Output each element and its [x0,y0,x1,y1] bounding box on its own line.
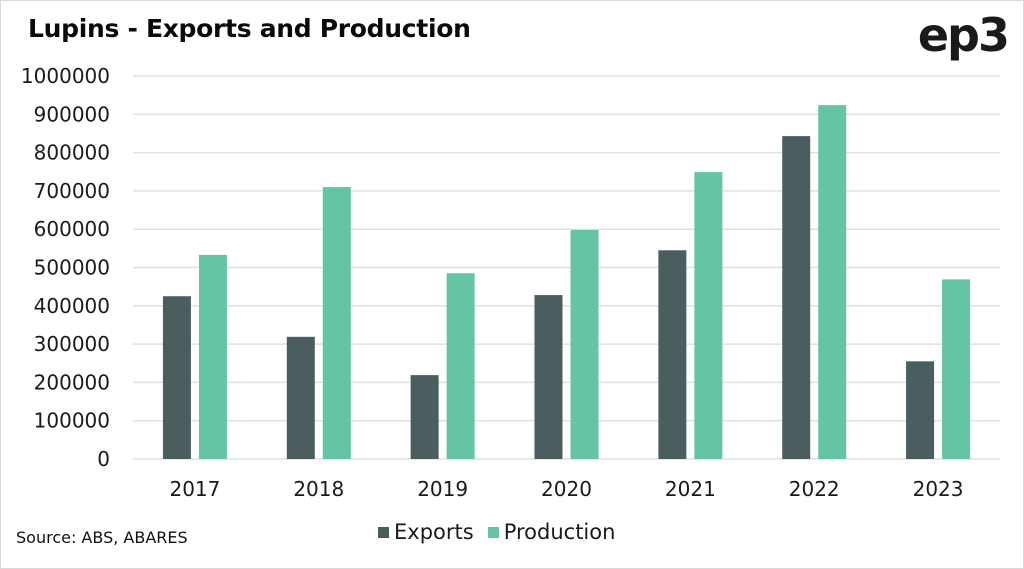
legend-label-production: Production [503,520,616,544]
bar-exports-2020[interactable] [534,295,563,459]
x-tick-label: 2017 [169,477,220,501]
legend: Exports Production [378,520,615,544]
y-tick-label: 400000 [34,294,110,318]
x-tick-label: 2021 [665,477,716,501]
bar-production-2017[interactable] [198,254,227,459]
x-tick-label: 2019 [417,477,468,501]
bar-production-2021[interactable] [694,172,723,459]
legend-item-exports[interactable]: Exports [378,520,474,544]
y-tick-label: 1000000 [21,64,110,88]
chart-title: Lupins - Exports and Production [28,14,471,43]
bar-production-2020[interactable] [570,229,599,459]
x-tick-label: 2018 [293,477,344,501]
y-tick-label: 0 [97,447,110,471]
legend-label-exports: Exports [394,520,474,544]
bar-exports-2017[interactable] [162,296,191,459]
legend-swatch-exports [378,526,389,538]
legend-swatch-production [487,526,499,538]
bar-production-2023[interactable] [942,279,971,459]
bar-exports-2019[interactable] [410,375,439,459]
y-tick-label: 800000 [34,141,110,165]
bar-exports-2021[interactable] [658,250,687,459]
x-axis-ticks: 2017 2018 2019 2020 2021 2022 2023 [169,477,963,501]
source-note: Source: ABS, ABARES [16,528,188,547]
y-tick-label: 600000 [34,217,110,241]
y-tick-label: 500000 [34,256,110,280]
ep3-logo: ep3 [917,8,1010,62]
bar-production-2022[interactable] [818,105,847,459]
bars [162,105,971,460]
y-tick-label: 100000 [34,409,110,433]
gridlines [133,75,1000,460]
bar-production-2018[interactable] [322,187,351,459]
y-tick-label: 300000 [34,332,110,356]
bar-exports-2022[interactable] [782,136,811,460]
bar-production-2019[interactable] [446,273,475,459]
x-tick-label: 2020 [541,477,592,501]
bar-exports-2018[interactable] [286,336,315,459]
y-tick-label: 700000 [34,179,110,203]
y-tick-label: 200000 [34,370,110,394]
x-tick-label: 2022 [789,477,840,501]
legend-item-production[interactable]: Production [487,520,616,544]
y-axis-ticks: 0 100000 200000 300000 400000 500000 600000 700… [21,64,110,471]
y-tick-label: 900000 [34,102,110,126]
x-tick-label: 2023 [913,477,964,501]
bar-exports-2023[interactable] [906,361,935,459]
